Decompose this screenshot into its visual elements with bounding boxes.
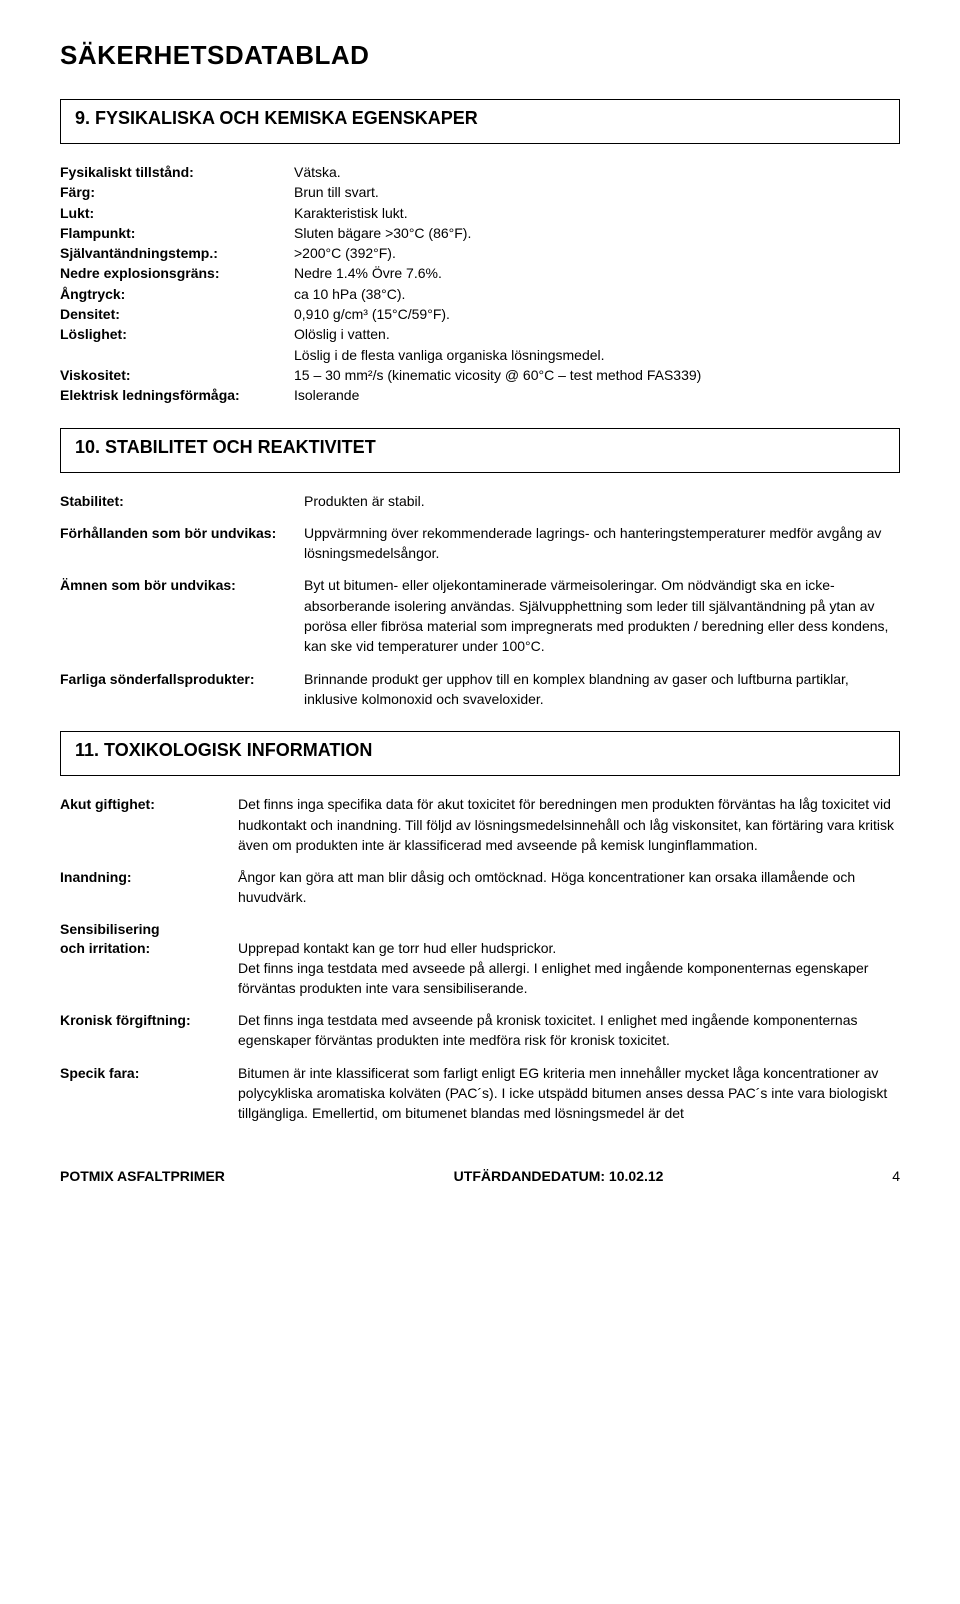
section-10-body: Stabilitet:Produkten är stabil. Förhålla… (60, 491, 900, 710)
field-label: Viskositet: (60, 365, 294, 385)
field-value: Brinnande produkt ger upphov till en kom… (304, 669, 900, 710)
section-9-box: 9. FYSIKALISKA OCH KEMISKA EGENSKAPER (60, 99, 900, 144)
field-value: Vätska. (294, 162, 900, 182)
field-label: Lukt: (60, 203, 294, 223)
section-9-heading: 9. FYSIKALISKA OCH KEMISKA EGENSKAPER (61, 108, 899, 129)
field-value: Ångor kan göra att man blir dåsig och om… (238, 867, 900, 908)
field-label: Elektrisk ledningsförmåga: (60, 385, 294, 405)
field-value: Bitumen är inte klassificerat som farlig… (238, 1063, 900, 1124)
field-label: Ämnen som bör undvikas: (60, 575, 304, 595)
field-value: Uppvärmning över rekommenderade lagrings… (304, 523, 900, 564)
field-label: Flampunkt: (60, 223, 294, 243)
section-9-body: Fysikaliskt tillstånd:Vätska.Färg:Brun t… (60, 162, 900, 406)
field-value: Nedre 1.4% Övre 7.6%. (294, 263, 900, 283)
field-value: 0,910 g/cm³ (15°C/59°F). (294, 304, 900, 324)
field-label: Stabilitet: (60, 491, 304, 511)
sensibilisering-value: Upprepad kontakt kan ge torr hud eller h… (238, 939, 900, 998)
sensibilisering-label: och irritation: (60, 939, 238, 959)
field-label: Densitet: (60, 304, 294, 324)
field-value: Produkten är stabil. (304, 491, 900, 511)
field-value: Löslig i de flesta vanliga organiska lös… (294, 345, 900, 365)
field-label: Fysikaliskt tillstånd: (60, 162, 294, 182)
section-10-box: 10. STABILITET OCH REAKTIVITET (60, 428, 900, 473)
field-label: Nedre explosionsgräns: (60, 263, 294, 283)
doc-title: SÄKERHETSDATABLAD (60, 40, 900, 71)
field-value: Det finns inga specifika data för akut t… (238, 794, 900, 855)
field-value: Sluten bägare >30°C (86°F). (294, 223, 900, 243)
field-label: Akut giftighet: (60, 794, 238, 814)
field-value: >200°C (392°F). (294, 243, 900, 263)
field-label: Inandning: (60, 867, 238, 887)
field-label: Ångtryck: (60, 284, 294, 304)
section-10-heading: 10. STABILITET OCH REAKTIVITET (61, 437, 899, 458)
field-value: Brun till svart. (294, 182, 900, 202)
field-label: Löslighet: (60, 324, 294, 344)
section-11-box: 11. TOXIKOLOGISK INFORMATION (60, 731, 900, 776)
field-label: Förhållanden som bör undvikas: (60, 523, 304, 543)
field-value: 15 – 30 mm²/s (kinematic vicosity @ 60°C… (294, 365, 900, 385)
footer-center: UTFÄRDANDEDATUM: 10.02.12 (454, 1168, 664, 1184)
footer-right: 4 (892, 1168, 900, 1184)
field-value: Karakteristisk lukt. (294, 203, 900, 223)
page-footer: POTMIX ASFALTPRIMER UTFÄRDANDEDATUM: 10.… (60, 1168, 900, 1184)
field-value: Isolerande (294, 385, 900, 405)
field-label: Kronisk förgiftning: (60, 1010, 238, 1030)
field-label: Självantändningstemp.: (60, 243, 294, 263)
footer-left: POTMIX ASFALTPRIMER (60, 1168, 225, 1184)
field-value: Byt ut bitumen- eller oljekontaminerade … (304, 575, 900, 656)
field-label: Farliga sönderfallsprodukter: (60, 669, 304, 689)
section-11-body: Akut giftighet:Det finns inga specifika … (60, 794, 900, 1123)
field-value: ca 10 hPa (38°C). (294, 284, 900, 304)
section-11-heading: 11. TOXIKOLOGISK INFORMATION (61, 740, 899, 761)
field-value: Det finns inga testdata med avseende på … (238, 1010, 900, 1051)
field-value: Olöslig i vatten. (294, 324, 900, 344)
field-label: Färg: (60, 182, 294, 202)
field-label: Specik fara: (60, 1063, 238, 1083)
sensibilisering-head: Sensibilisering (60, 920, 900, 940)
